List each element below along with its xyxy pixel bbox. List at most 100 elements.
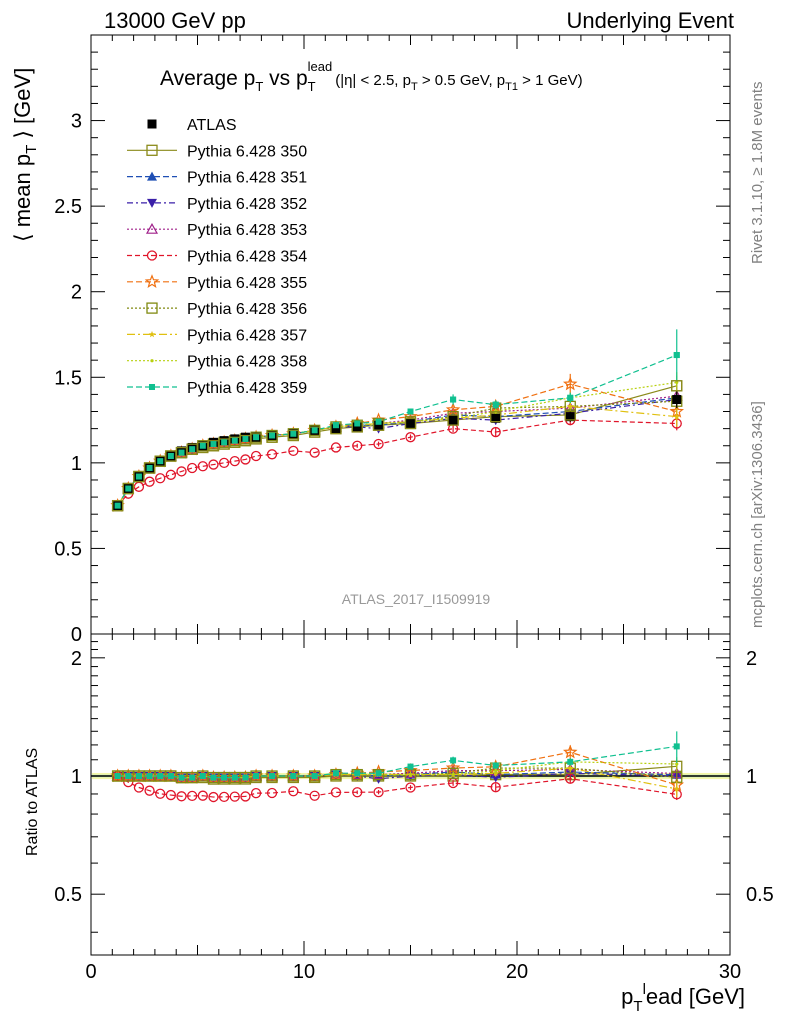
series-line (117, 354, 677, 506)
data-point (167, 453, 174, 460)
data-point (404, 417, 417, 430)
legend-label: Pythia 6.428 354 (187, 249, 307, 266)
data-point (374, 420, 384, 430)
data-point (221, 439, 228, 446)
ratio-data-point (445, 760, 461, 775)
legend-item-351: Pythia 6.428 351 (127, 170, 307, 187)
data-point (210, 441, 217, 448)
data-point (250, 450, 262, 462)
ratio-data-point (266, 787, 278, 799)
x-tick-label: 0 (85, 961, 96, 983)
data-point (146, 464, 153, 471)
ratio-data-point (197, 770, 209, 782)
legend-item-356: Pythia 6.428 356 (127, 301, 307, 318)
data-point (330, 442, 342, 453)
y-tick-label: 1.5 (54, 367, 82, 389)
series-line (117, 397, 677, 506)
ratio-data-point (253, 773, 260, 780)
data-point (490, 410, 502, 423)
ratio-data-point (114, 773, 121, 780)
data-point (218, 457, 230, 469)
ratio-data-point (210, 774, 217, 781)
ratio-data-point (451, 773, 455, 777)
ratio-data-point (135, 773, 142, 780)
data-point (375, 418, 382, 425)
data-point (331, 424, 341, 434)
main-panel: 0 0.5 1 1.5 2 2.5 3 (54, 34, 731, 646)
ratio-data-point (290, 773, 297, 780)
legend-label: Pythia 6.428 353 (187, 222, 307, 239)
x-tick-label: 10 (293, 961, 315, 983)
data-point (266, 431, 278, 443)
data-point (448, 415, 458, 425)
data-point (671, 380, 683, 392)
data-point (111, 499, 124, 512)
ratio-data-point (567, 758, 574, 765)
ratio-data-point (288, 786, 299, 797)
ratio-data-point (229, 791, 240, 802)
legend-item-atlas: ATLAS (147, 117, 237, 134)
ratio-data-point (354, 770, 361, 777)
x-axis-label: pTlead [GeV] (621, 981, 745, 1015)
series-line (117, 419, 677, 507)
data-point (352, 422, 362, 432)
data-point (405, 432, 416, 443)
ratio-data-point (199, 773, 206, 780)
data-point (562, 376, 578, 391)
legend-label: Pythia 6.428 350 (187, 143, 307, 160)
data-point (199, 442, 206, 449)
legend-label: Pythia 6.428 359 (187, 380, 307, 397)
y-tick-label: 3 (71, 111, 82, 133)
ratio-data-point (157, 773, 164, 780)
ratio-data-point (250, 788, 262, 799)
data-point (229, 455, 240, 467)
ratio-y-tick-label-right: 1 (746, 766, 757, 788)
ratio-data-point (189, 774, 196, 781)
ratio-data-point (125, 773, 132, 780)
ratio-data-point (405, 782, 416, 793)
data-point (240, 454, 251, 465)
x-tick-label: 20 (506, 961, 528, 983)
legend: ATLAS Pythia 6.428 350 Pythia 6.428 351 Pyt… (127, 117, 307, 397)
legend-marker (146, 144, 158, 156)
data-point (189, 446, 196, 453)
ratio-data-point (490, 773, 501, 783)
legend-item-359: Pythia 6.428 359 (127, 380, 307, 397)
data-point (125, 485, 132, 492)
data-point (178, 449, 185, 456)
series-357 (114, 401, 681, 509)
data-point (492, 401, 499, 408)
ratio-panel: 0 10 20 30 0.5 0.5 1 1 2 2 (54, 633, 774, 983)
data-point (133, 470, 145, 483)
process-label: Underlying Event (566, 8, 734, 33)
data-point (491, 413, 501, 423)
data-point (157, 458, 164, 465)
ratio-data-point (240, 791, 251, 802)
legend-marker (150, 359, 154, 363)
ratio-data-point (408, 773, 413, 777)
y-tick-label: 0 (71, 624, 82, 646)
ratio-data-point (144, 785, 155, 796)
legend-marker (147, 171, 157, 181)
data-point (287, 429, 300, 442)
ratio-data-point (309, 790, 320, 801)
legend-marker (146, 302, 158, 314)
legend-label: ATLAS (187, 117, 237, 134)
data-point (229, 436, 241, 448)
ratio-data-point (167, 773, 174, 780)
data-point (567, 394, 574, 401)
data-point (490, 426, 501, 438)
series-354 (112, 414, 682, 511)
legend-item-358: Pythia 6.428 358 (127, 354, 307, 371)
ratio-data-point (242, 774, 249, 781)
ratio-data-point (375, 770, 382, 777)
data-point (208, 459, 219, 470)
legend-item-355: Pythia 6.428 355 (127, 274, 307, 292)
series-line (117, 400, 677, 506)
data-point (308, 426, 321, 438)
ratio-data-point (187, 790, 198, 802)
data-point (197, 441, 209, 454)
x-tick-label: 30 (719, 961, 741, 983)
legend-label: Pythia 6.428 357 (187, 327, 307, 344)
data-point (565, 412, 575, 422)
